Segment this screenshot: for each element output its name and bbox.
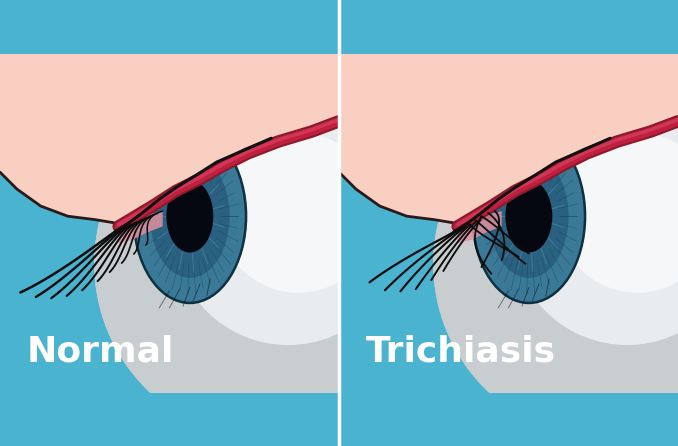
Ellipse shape bbox=[506, 181, 552, 252]
Ellipse shape bbox=[475, 132, 583, 301]
Circle shape bbox=[558, 133, 678, 292]
Ellipse shape bbox=[490, 155, 568, 277]
Ellipse shape bbox=[151, 155, 229, 277]
Ellipse shape bbox=[167, 181, 213, 252]
Circle shape bbox=[219, 133, 378, 292]
Text: Normal: Normal bbox=[27, 335, 174, 369]
Text: Trichiasis: Trichiasis bbox=[366, 335, 556, 369]
Polygon shape bbox=[458, 211, 492, 235]
Ellipse shape bbox=[136, 132, 244, 301]
Polygon shape bbox=[0, 54, 339, 223]
Polygon shape bbox=[458, 211, 502, 244]
Circle shape bbox=[434, 87, 678, 440]
Circle shape bbox=[95, 87, 447, 440]
Circle shape bbox=[95, 87, 447, 440]
Circle shape bbox=[434, 87, 678, 440]
Polygon shape bbox=[119, 211, 153, 235]
Polygon shape bbox=[339, 54, 678, 223]
Polygon shape bbox=[119, 211, 163, 244]
Ellipse shape bbox=[472, 129, 586, 304]
Circle shape bbox=[174, 115, 403, 344]
Ellipse shape bbox=[133, 129, 247, 304]
Circle shape bbox=[513, 115, 678, 344]
